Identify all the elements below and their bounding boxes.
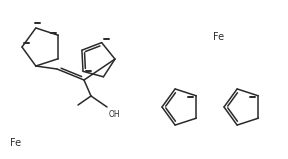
Text: Fe: Fe bbox=[213, 32, 224, 42]
Text: OH: OH bbox=[109, 110, 121, 119]
Text: Fe: Fe bbox=[10, 138, 21, 148]
